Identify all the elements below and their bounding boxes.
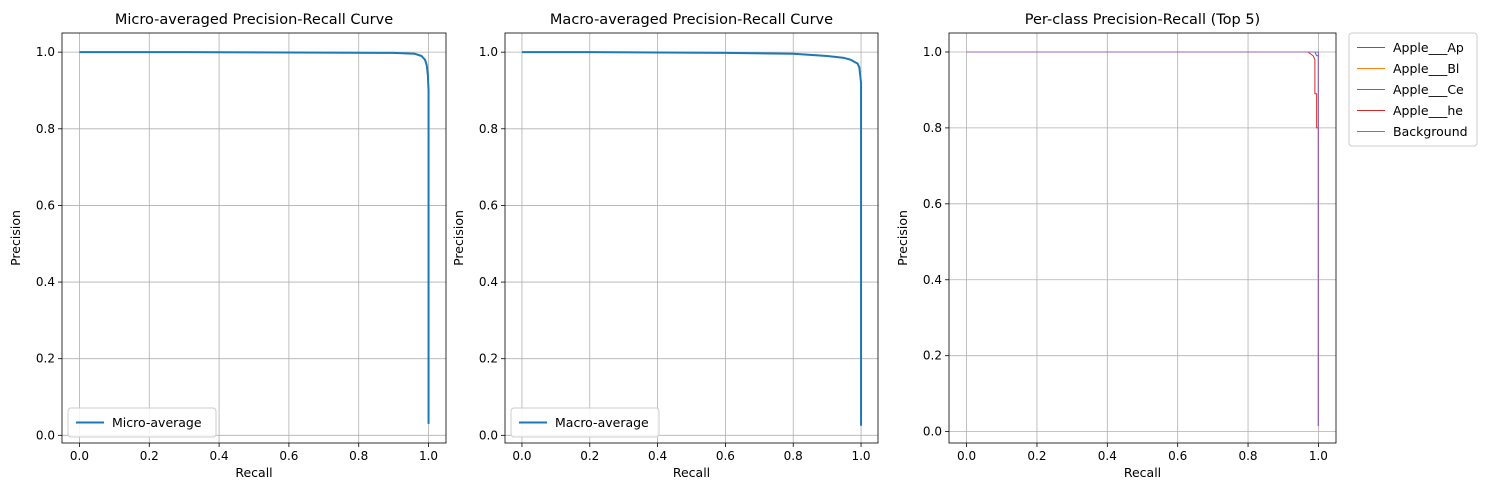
y-axis-label: Precision (451, 210, 466, 266)
axes-frame (61, 32, 447, 444)
chart-panel-3: 0.0 0.2 0.4 0.6 0.8 1.0 0.0 0.2 0.4 0.6 0.8 1.0 Per-… (895, 12, 1478, 480)
x-tick-label: 1.0 (419, 449, 438, 463)
x-tick-label: 1.0 (1309, 449, 1328, 463)
legend-label: Apple___he (1393, 103, 1463, 118)
x-axis-label: Recall (1124, 465, 1161, 480)
y-tick-label: 0.8 (479, 122, 498, 136)
legend-label: Apple___Bl (1393, 61, 1459, 76)
y-tick-label: 0.6 (923, 197, 942, 211)
x-tick-label: 0.6 (716, 449, 735, 463)
x-tick-label: 0.2 (140, 449, 159, 463)
x-tick-label: 0.6 (279, 449, 298, 463)
x-axis-label: Recall (235, 465, 272, 480)
series-line-1 (966, 51, 1319, 426)
legend-box (67, 407, 217, 438)
x-tick-label: 1.0 (851, 449, 870, 463)
x-tick-label: 0.2 (580, 449, 599, 463)
y-tick-label: 0.2 (36, 352, 55, 366)
y-axis-label: Precision (895, 210, 910, 266)
chart-panel-1: 0.0 0.2 0.4 0.6 0.8 1.0 0.0 0.2 0.4 0.6 0.8 1.0 Micr… (8, 12, 447, 480)
x-tick-label: 0.0 (512, 449, 531, 463)
x-tick-label: 0.4 (648, 449, 667, 463)
chart-title: Macro-averaged Precision-Recall Curve (550, 12, 833, 28)
x-tick-label: 0.8 (1238, 449, 1257, 463)
x-tick-label: 0.4 (1098, 449, 1117, 463)
x-tick-label: 0.2 (1027, 449, 1046, 463)
y-tick-label: 0.8 (923, 121, 942, 135)
y-tick-label: 1.0 (479, 45, 498, 59)
y-tick-label: 0.0 (479, 428, 498, 442)
legend: Micro-average (67, 407, 217, 438)
x-tick-label: 0.8 (349, 449, 368, 463)
y-tick-label: 1.0 (923, 45, 942, 59)
y-tick-label: 0.0 (923, 425, 942, 439)
series-line-1 (521, 51, 863, 426)
x-axis-label: Recall (673, 465, 710, 480)
axes-frame (504, 32, 879, 444)
chart-title: Per-class Precision-Recall (Top 5) (1025, 12, 1260, 28)
y-tick-label: 0.8 (36, 122, 55, 136)
legend-label: Macro-average (555, 415, 649, 430)
y-tick-label: 0.4 (923, 273, 942, 287)
x-tick-label: 0.4 (210, 449, 229, 463)
legend-box (510, 407, 660, 438)
x-tick-label: 0.8 (784, 449, 803, 463)
y-tick-label: 0.2 (923, 349, 942, 363)
legend-label: Apple___Ce (1393, 82, 1464, 97)
chart-title: Micro-averaged Precision-Recall Curve (115, 12, 393, 28)
y-tick-label: 0.4 (479, 275, 498, 289)
legend-label: Apple___Ap (1393, 40, 1464, 55)
y-tick-label: 0.2 (479, 352, 498, 366)
y-tick-label: 0.0 (36, 428, 55, 442)
y-axis-label: Precision (8, 210, 23, 266)
series-line-2 (966, 51, 1319, 426)
legend-label: Background (1393, 124, 1468, 139)
legend: Apple___Ap Apple___Bl Apple___Ce Apple___he… (1348, 32, 1478, 147)
x-tick-label: 0.6 (1168, 449, 1187, 463)
legend-label: Micro-average (112, 415, 202, 430)
legend-box (1348, 32, 1478, 147)
axes-frame (948, 32, 1337, 444)
legend: Macro-average (510, 407, 660, 438)
x-tick-label: 0.0 (957, 449, 976, 463)
series-line-5 (966, 51, 1319, 426)
chart-panel-2: 0.0 0.2 0.4 0.6 0.8 1.0 0.0 0.2 0.4 0.6 0.8 1.0 Macr… (451, 12, 879, 480)
series-line-1 (79, 51, 430, 424)
y-tick-label: 0.6 (36, 198, 55, 212)
y-tick-label: 1.0 (36, 45, 55, 59)
x-tick-label: 0.0 (70, 449, 89, 463)
series-line-3 (966, 51, 1319, 426)
y-tick-label: 0.4 (36, 275, 55, 289)
y-tick-label: 0.6 (479, 198, 498, 212)
series-line-4 (966, 51, 1319, 426)
